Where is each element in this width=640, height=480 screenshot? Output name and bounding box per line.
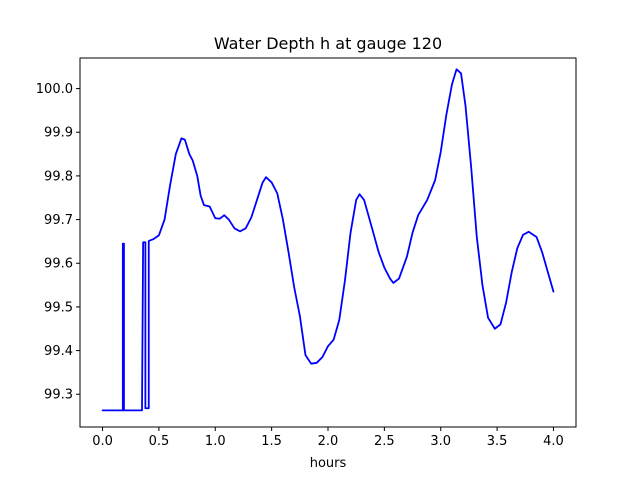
x-tick-label: 1.5 xyxy=(261,434,282,449)
series-line-0 xyxy=(101,68,555,412)
y-tick-label: 99.9 xyxy=(44,126,73,141)
x-tick-label: 0.0 xyxy=(92,434,113,449)
chart-title: Water Depth h at gauge 120 xyxy=(214,34,442,53)
y-tick-label: 99.3 xyxy=(44,388,73,403)
x-tick-label: 2.0 xyxy=(318,434,339,449)
y-tick-label: 100.0 xyxy=(36,82,73,97)
x-tick-label: 0.5 xyxy=(149,434,170,449)
y-tick-label: 99.7 xyxy=(44,213,73,228)
plot-area xyxy=(101,68,555,412)
x-tick-label: 4.0 xyxy=(543,434,564,449)
y-tick-label: 99.5 xyxy=(44,300,73,315)
x-tick-label: 1.0 xyxy=(205,434,226,449)
x-axis-title: hours xyxy=(310,456,347,471)
y-tick-label: 99.8 xyxy=(44,169,73,184)
x-tick-label: 3.0 xyxy=(430,434,451,449)
y-tick-label: 99.6 xyxy=(44,257,73,272)
axes: 0.0 0.5 1.0 1.5 2.0 2.5 3.0 3.5 4.0 99.3 99.4 99.5 9… xyxy=(36,57,577,449)
y-tick-label: 99.4 xyxy=(44,344,73,359)
x-tick-label: 2.5 xyxy=(374,434,395,449)
x-tick-label: 3.5 xyxy=(487,434,508,449)
